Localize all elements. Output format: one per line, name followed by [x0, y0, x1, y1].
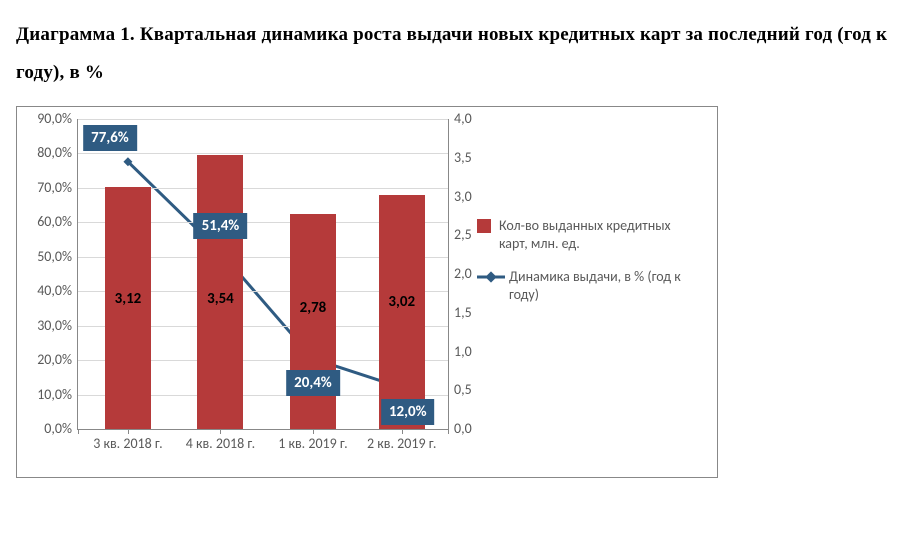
y-tick-right: 3,0: [448, 188, 484, 205]
y-tick-right: 0,0: [448, 420, 484, 437]
y-tick-right: 3,5: [448, 149, 484, 166]
bar-value-label: 3,12: [98, 290, 158, 308]
y-tick-left: 80,0%: [22, 144, 78, 161]
line-value-label: 12,0%: [381, 399, 435, 425]
chart-title: Диаграмма 1. Квартальная динамика роста …: [16, 16, 891, 92]
legend-swatch-bar-icon: [477, 219, 491, 233]
grid-line: [78, 119, 448, 120]
x-tick-mark: [220, 429, 221, 434]
line-path: [128, 162, 402, 388]
plot-area: 0,0%10,0%20,0%30,0%40,0%50,0%60,0%70,0%8…: [77, 119, 449, 430]
legend-label-line: Динамика выдачи, в % (год к году): [509, 268, 697, 303]
x-tick-mark: [448, 429, 449, 434]
y-tick-left: 20,0%: [22, 351, 78, 368]
line-value-label: 20,4%: [286, 370, 340, 396]
x-tick-mark: [128, 429, 129, 434]
legend-swatch-line-icon: [477, 270, 505, 284]
y-tick-left: 70,0%: [22, 179, 78, 196]
line-value-label: 77,6%: [83, 125, 137, 151]
bar: [105, 187, 151, 429]
bar: [290, 214, 336, 429]
x-tick-mark: [402, 429, 403, 434]
legend-item-line: Динамика выдачи, в % (год к году): [477, 268, 697, 303]
y-tick-right: 0,5: [448, 381, 484, 398]
chart-container: 0,0% 10,0% 20,0% 30,0% 40,0% 50,0% 60,0% 70,0% 8…: [16, 106, 718, 478]
x-tick-mark: [313, 429, 314, 434]
legend-item-bars: Кол-во выданных кредитных карт, млн. ед.: [477, 217, 697, 252]
line-value-label: 51,4%: [194, 213, 248, 239]
bar-value-label: 3,02: [372, 293, 432, 311]
y-tick-left: 10,0%: [22, 386, 78, 403]
legend-label-bars: Кол-во выданных кредитных карт, млн. ед.: [499, 217, 697, 252]
bar: [379, 195, 425, 429]
bar-value-label: 2,78: [283, 299, 343, 317]
y-tick-left: 60,0%: [22, 213, 78, 230]
x-tick-mark: [78, 429, 79, 434]
y-tick-left: 0,0%: [22, 420, 78, 437]
y-tick-left: 50,0%: [22, 248, 78, 265]
y-tick-left: 40,0%: [22, 282, 78, 299]
y-tick-right: 4,0: [448, 110, 484, 127]
y-tick-right: 1,0: [448, 343, 484, 360]
grid-line: [78, 153, 448, 154]
y-tick-left: 30,0%: [22, 317, 78, 334]
y-tick-left: 90,0%: [22, 110, 78, 127]
legend: Кол-во выданных кредитных карт, млн. ед.…: [477, 217, 697, 319]
bar-value-label: 3,54: [190, 290, 250, 308]
